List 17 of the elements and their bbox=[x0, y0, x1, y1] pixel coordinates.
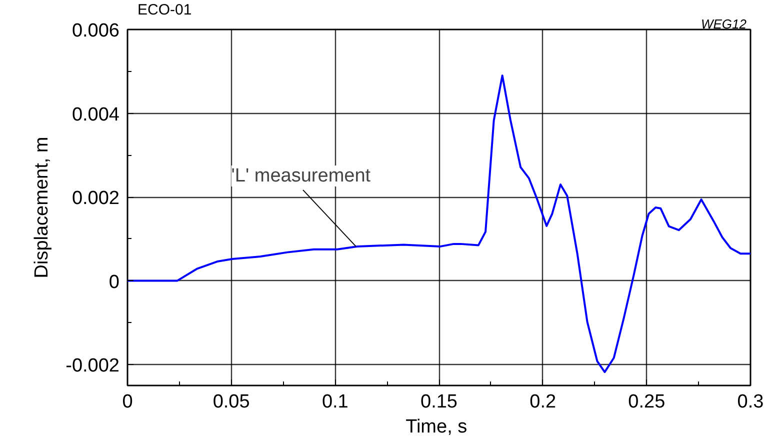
x-tick-label: 0.05 bbox=[212, 392, 250, 412]
annotation: 'L' measurement bbox=[231, 165, 372, 186]
x-axis-title: Time, s bbox=[406, 416, 468, 438]
y-axis-title: Displacement, m bbox=[32, 136, 53, 278]
y-tick-label: -0.002 bbox=[66, 356, 120, 377]
x-tick-label: 0.1 bbox=[322, 392, 348, 412]
y-tick-label: 0 bbox=[108, 272, 120, 293]
x-tick-label: 0 bbox=[122, 392, 133, 412]
y-tick-label: 0.006 bbox=[72, 20, 120, 42]
x-tick-label: 0.15 bbox=[420, 392, 458, 412]
x-tick-label: 0.25 bbox=[628, 392, 666, 412]
chart-title: ECO-01 bbox=[138, 2, 192, 18]
x-tick-label: 0.2 bbox=[530, 392, 556, 412]
y-tick-label: 0.002 bbox=[72, 188, 120, 210]
x-tick-label: 0.3 bbox=[737, 392, 764, 412]
y-tick-label: 0.004 bbox=[72, 104, 120, 126]
annotation: WEG12 bbox=[700, 16, 748, 32]
